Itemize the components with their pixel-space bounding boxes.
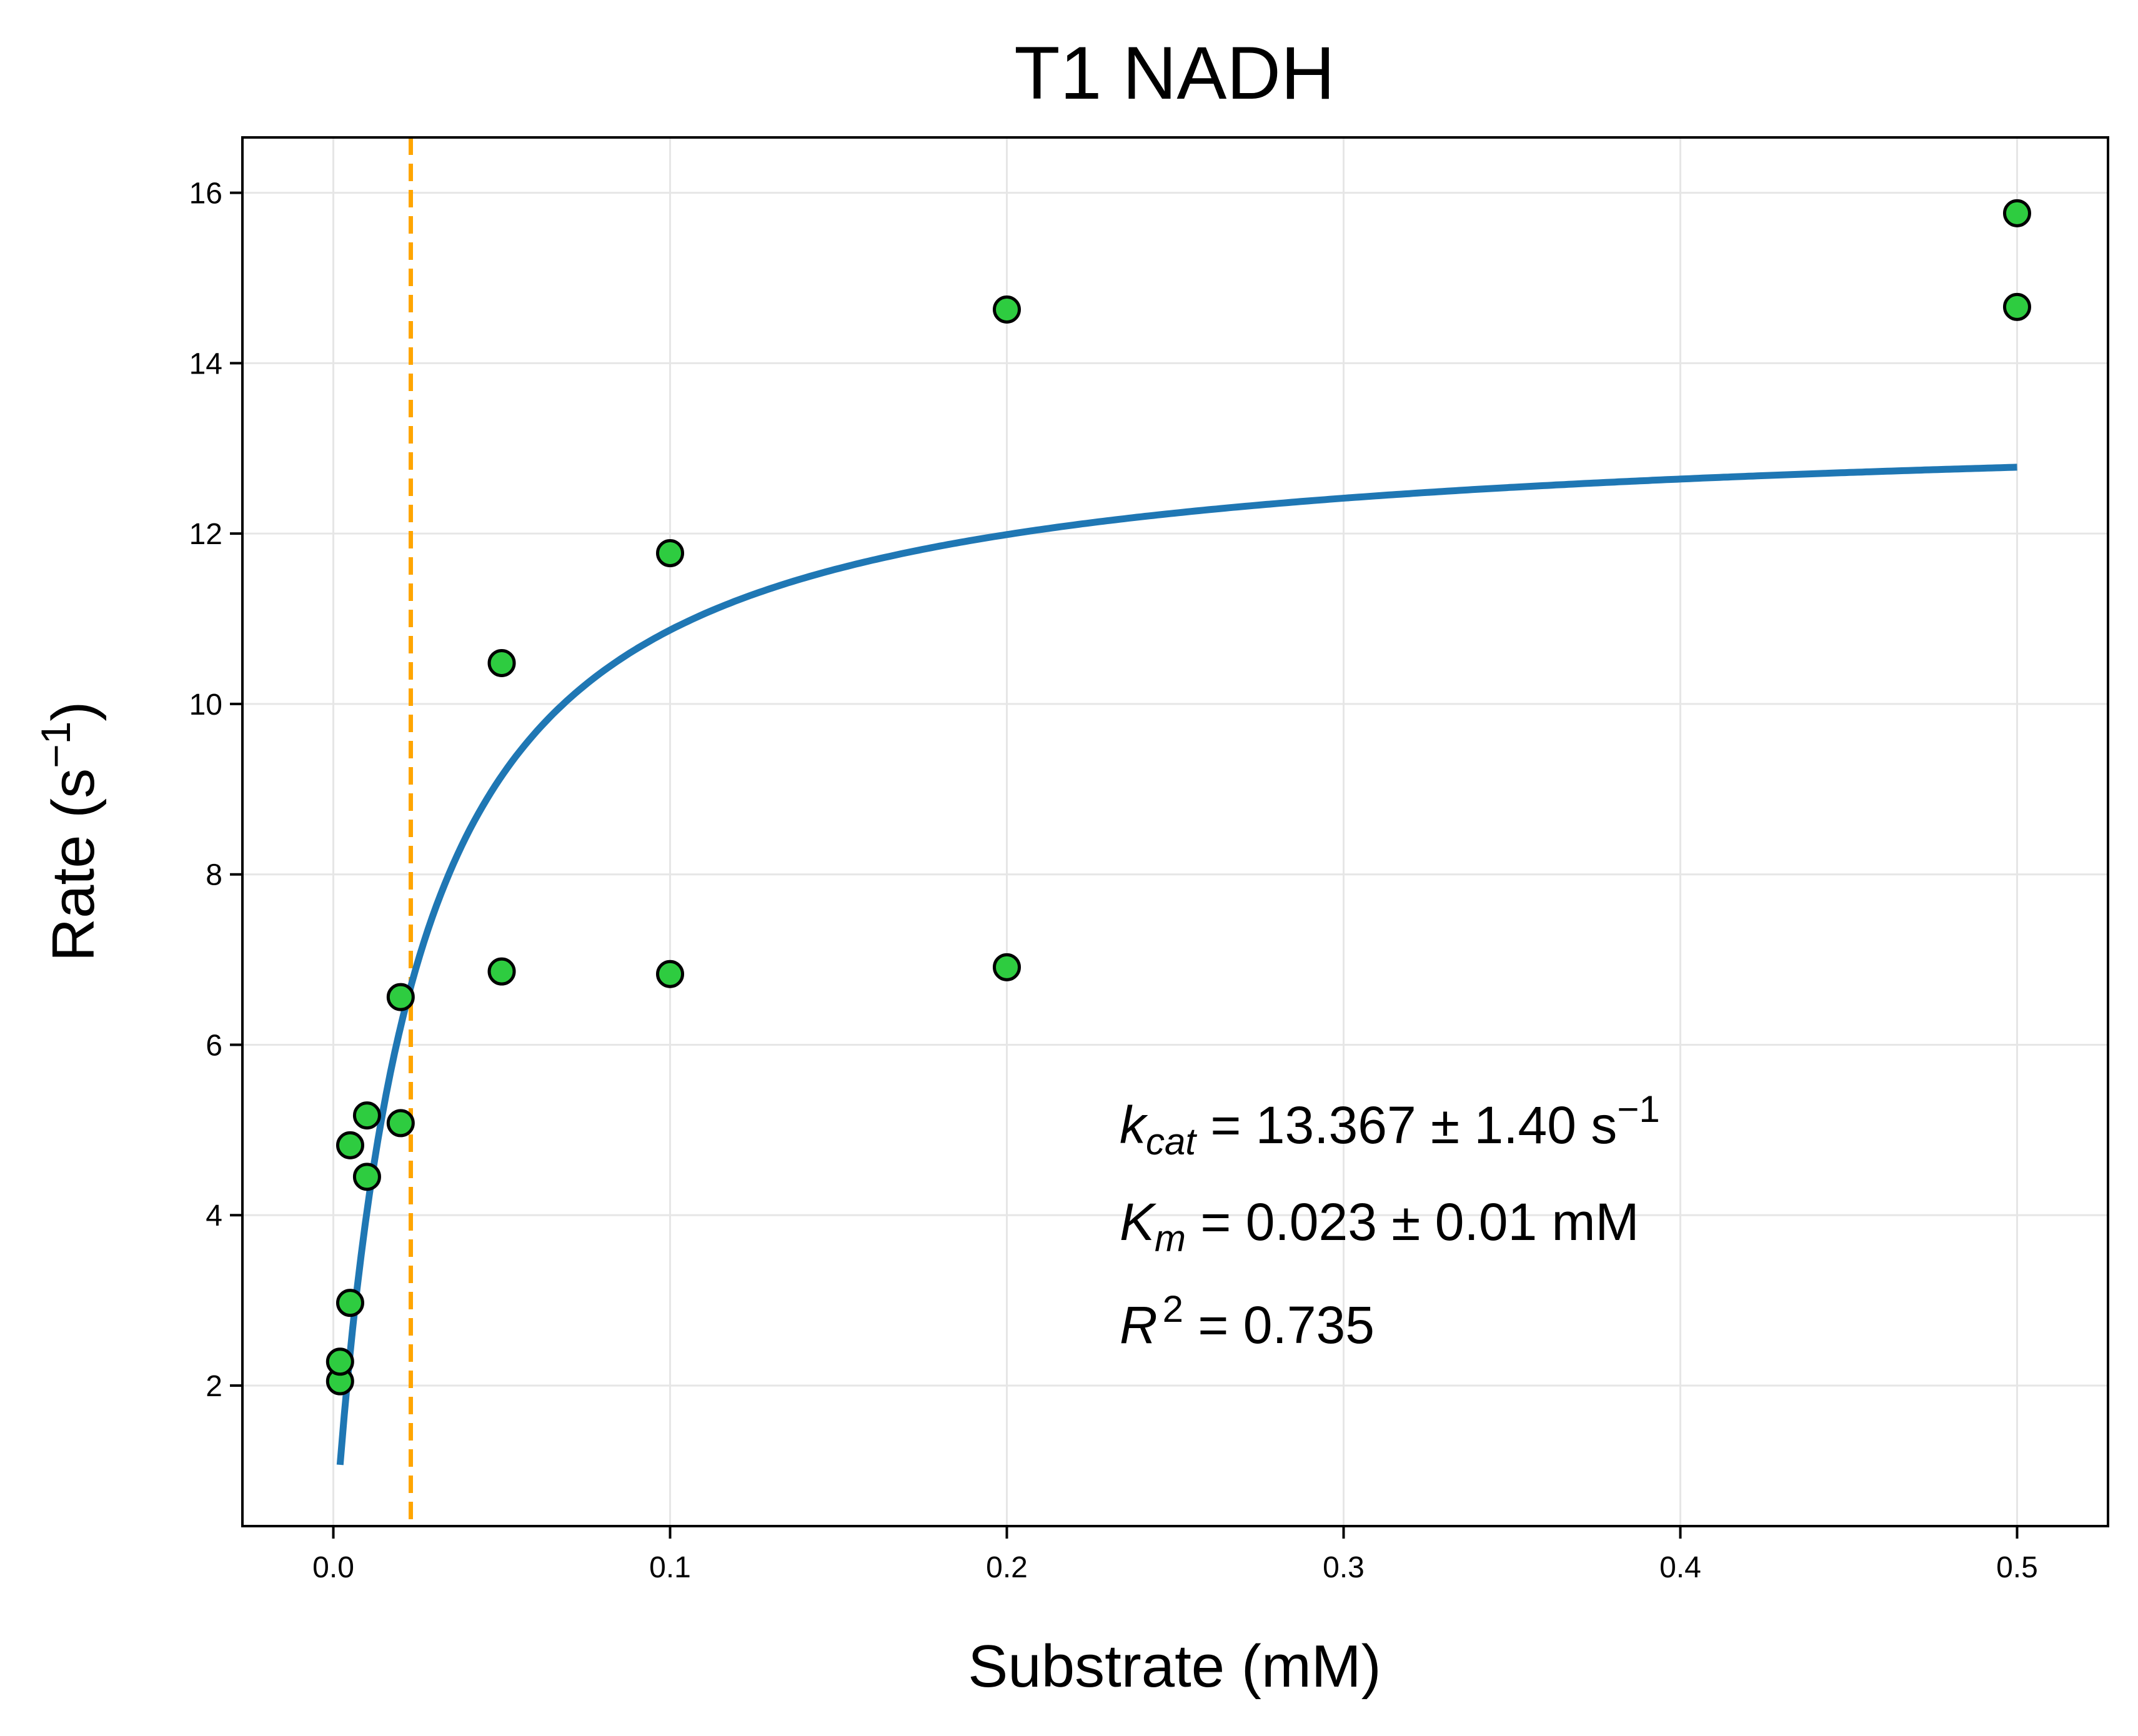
y-axis-ticks: 2 4 6 8 10 12 14 16	[189, 177, 242, 1403]
data-point	[326, 1347, 354, 1376]
x-axis-label: Substrate (mM)	[968, 1633, 1381, 1700]
kcat-unit-sup: −1	[1617, 1088, 1659, 1130]
data-point	[352, 1101, 381, 1130]
x-tick-label: 0.0	[312, 1551, 354, 1584]
data-point	[2002, 292, 2031, 321]
annotation-km: Km = 0.023 ± 0.01 mM	[1120, 1193, 1639, 1259]
fit-annotation: kcat = 13.367 ± 1.40 s−1 Km = 0.023 ± 0.…	[1120, 1088, 1660, 1354]
y-axis-label-sup: −1	[32, 722, 79, 768]
y-tick-label: 2	[206, 1370, 222, 1403]
data-point	[352, 1163, 381, 1191]
data-point	[336, 1131, 364, 1159]
grid	[242, 137, 2108, 1526]
x-axis-ticks: 0.0 0.1 0.2 0.3 0.4 0.5	[312, 1526, 2038, 1584]
data-points	[326, 199, 2031, 1396]
y-tick-label: 12	[189, 518, 222, 551]
chart-title: T1 NADH	[1014, 31, 1335, 115]
data-point	[386, 1109, 415, 1138]
annotation-kcat: kcat = 13.367 ± 1.40 s−1	[1120, 1088, 1660, 1163]
x-tick-label: 0.5	[1996, 1551, 2038, 1584]
x-tick-label: 0.3	[1323, 1551, 1365, 1584]
km-value: = 0.023 ± 0.01 mM	[1186, 1193, 1639, 1251]
y-tick-label: 4	[206, 1199, 222, 1233]
y-tick-label: 10	[189, 688, 222, 722]
kcat-value: = 13.367 ± 1.40 s	[1196, 1096, 1617, 1154]
y-tick-label: 14	[189, 347, 222, 380]
km-subscript: m	[1155, 1218, 1186, 1259]
y-axis-label-main: Rate (s	[40, 768, 107, 961]
y-tick-label: 16	[189, 177, 222, 211]
data-point	[656, 960, 685, 988]
r2-symbol: R	[1120, 1296, 1158, 1354]
fit-curve	[336, 464, 2017, 1466]
plot-frame	[241, 136, 2109, 1527]
fit-curve-layer	[336, 464, 2017, 1466]
x-tick-label: 0.1	[649, 1551, 691, 1584]
x-tick-label: 0.4	[1659, 1551, 1701, 1584]
kcat-subscript: cat	[1146, 1121, 1197, 1163]
y-tick-label: 6	[206, 1029, 222, 1062]
data-point	[336, 1289, 364, 1317]
kcat-symbol: k	[1120, 1096, 1148, 1154]
y-tick-label: 8	[206, 859, 222, 892]
km-symbol: K	[1120, 1193, 1157, 1251]
data-point	[656, 539, 685, 568]
data-point	[487, 648, 516, 677]
data-point	[993, 953, 1022, 981]
data-point	[386, 983, 415, 1011]
r2-value: = 0.735	[1183, 1296, 1375, 1354]
data-point	[2002, 199, 2031, 227]
y-axis-label-close: )	[40, 702, 107, 722]
data-point	[487, 957, 516, 986]
y-axis-label: Rate (s−1)	[32, 702, 107, 962]
data-point	[993, 295, 1022, 324]
r2-superscript: 2	[1163, 1288, 1183, 1330]
x-tick-label: 0.2	[986, 1551, 1028, 1584]
